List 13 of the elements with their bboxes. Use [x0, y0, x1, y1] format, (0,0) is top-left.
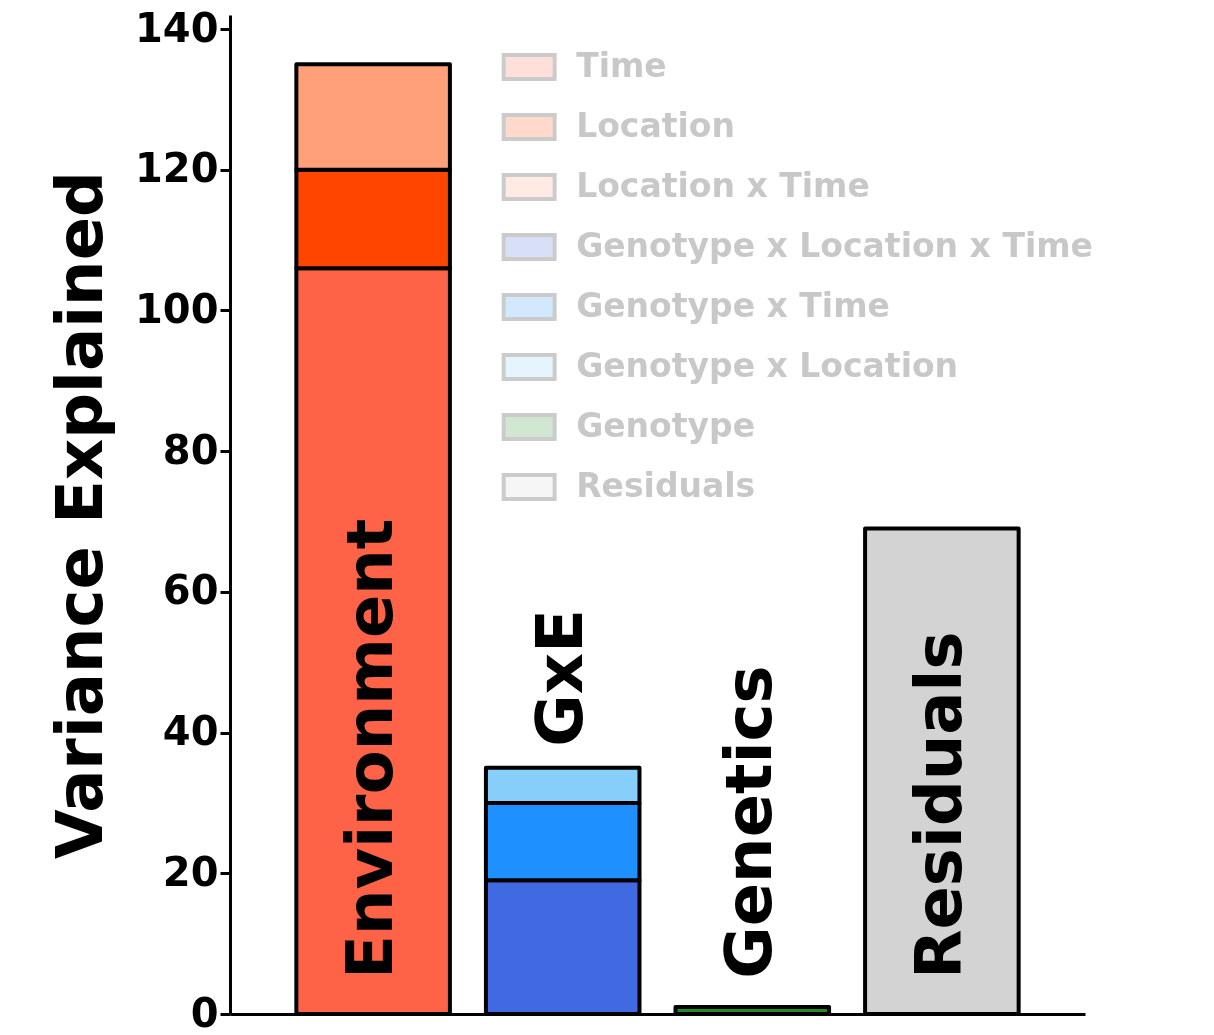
- x-tick-label: Residuals: [901, 631, 976, 979]
- x-tick-label: Environment: [333, 518, 408, 979]
- x-tick-label: Genetics: [712, 665, 787, 979]
- y-tick-label: 60: [162, 567, 219, 614]
- y-axis-title: Variance Explained: [43, 171, 117, 859]
- y-tick-label: 20: [162, 848, 219, 895]
- y-tick-label: 0: [190, 989, 219, 1035]
- x-tick-label: GxE: [522, 609, 597, 747]
- y-tick-label: 80: [162, 426, 219, 473]
- y-tick-label: 120: [135, 145, 219, 192]
- y-tick-label: 100: [135, 285, 219, 332]
- y-tick-label: 40: [162, 708, 219, 755]
- y-tick-label: 140: [135, 4, 219, 51]
